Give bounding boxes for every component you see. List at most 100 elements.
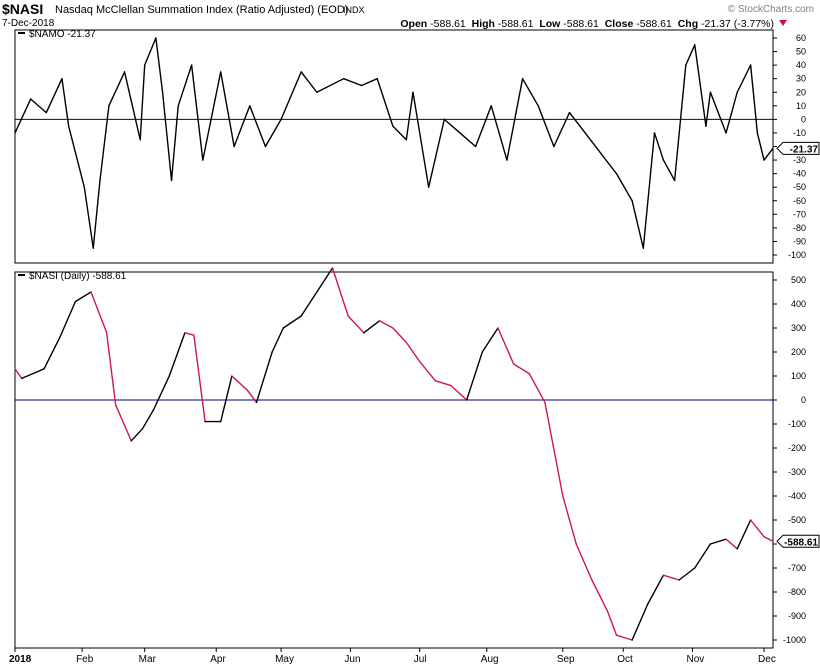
namo-panel-series-segment — [92, 179, 101, 249]
namo-panel-series-segment — [631, 200, 645, 249]
namo-panel-series-segment — [756, 132, 765, 161]
nasi-panel-series-segment — [271, 327, 285, 353]
nasi-panel-series-segment — [631, 603, 649, 641]
nasi-panel-series-segment — [255, 351, 273, 404]
nasi-panel-ytick-label: -400 — [788, 491, 806, 501]
nasi-panel-series-segment — [725, 538, 738, 550]
namo-panel-series-segment — [161, 91, 173, 182]
open-label: Open — [400, 18, 428, 30]
nasi-panel-ytick-label: 300 — [791, 323, 806, 333]
namo-panel-ytick-label: -70 — [793, 209, 806, 219]
nasi-panel-ytick-label: -200 — [788, 443, 806, 453]
namo-panel-series-segment — [763, 147, 774, 161]
namo-panel-series-segment — [61, 77, 70, 127]
low-label: Low — [539, 18, 561, 30]
nasi-panel-series-segment — [763, 536, 774, 542]
nasi-panel-series-segment — [246, 389, 258, 404]
nasi-panel-series-segment — [647, 574, 665, 605]
namo-panel-series-segment — [342, 77, 363, 87]
namo-panel-ytick-label: 30 — [796, 74, 806, 84]
nasi-panel-series-segment — [575, 543, 593, 581]
namo-panel-series-segment — [233, 105, 251, 148]
nasi-panel-ytick-label: 400 — [791, 299, 806, 309]
x-tick-label: Aug — [481, 654, 499, 665]
namo-panel-series-segment — [642, 132, 656, 249]
nasi-panel-series-segment — [220, 375, 233, 423]
nasi-panel-series-segment — [662, 574, 680, 581]
namo-panel-series-segment — [537, 105, 555, 148]
namo-panel-ytick-label: -80 — [793, 223, 806, 233]
namo-panel-series-segment — [280, 71, 302, 121]
namo-panel-series-segment — [427, 118, 446, 188]
namo-panel-series-segment — [506, 77, 524, 161]
nasi-panel-frame — [14, 271, 774, 649]
low-value: -588.61 — [563, 18, 599, 30]
namo-panel-series-segment — [653, 132, 665, 161]
x-tick-label: Apr — [210, 654, 226, 665]
namo-panel-ytick-label: -40 — [793, 169, 806, 179]
nasi-panel-series-segment — [378, 320, 394, 329]
x-tick-label: Mar — [139, 654, 157, 665]
namo-panel-series-segment — [360, 77, 378, 87]
nasi-panel-series-segment — [419, 360, 437, 382]
nasi-panel-ytick-label: 100 — [791, 371, 806, 381]
namo-panel-series-segment — [709, 91, 727, 134]
nasi-panel-series-segment — [736, 519, 752, 550]
namo-panel-ytick-label: -60 — [793, 196, 806, 206]
nasi-panel-series-segment — [615, 634, 633, 641]
nasi-panel-series-segment — [434, 380, 452, 387]
namo-panel-series-segment — [568, 111, 586, 134]
namo-panel-series-segment — [662, 159, 676, 182]
nasi-panel-series-segment — [282, 315, 302, 329]
namo-panel-series-segment — [170, 105, 179, 182]
namo-panel-series-segment — [45, 77, 63, 114]
namo-panel-ytick-label: -50 — [793, 182, 806, 192]
namo-panel-series-segment — [143, 37, 157, 66]
x-tick-label: 2018 — [9, 654, 32, 665]
nasi-panel-series-segment — [591, 579, 609, 612]
nasi-panel-series-segment — [562, 495, 577, 545]
namo-panel-series-segment — [264, 118, 282, 148]
namo-panel-series-segment — [376, 77, 394, 127]
nasi-panel-series-segment — [152, 375, 170, 411]
nasi-panel-ytick-label: -100 — [788, 419, 806, 429]
namo-panel-series-segment — [749, 64, 759, 134]
namo-panel-series-segment — [249, 105, 267, 148]
namo-panel-series-segment — [553, 111, 571, 148]
namo-panel-series-segment — [190, 64, 204, 161]
nasi-panel-series-segment — [168, 332, 186, 377]
nasi-panel-series-segment — [43, 336, 61, 370]
namo-panel-ytick-label: 10 — [796, 101, 806, 111]
quote-date: 7-Dec-2018 — [2, 18, 55, 29]
namo-panel-series-segment — [316, 77, 345, 93]
nasi-panel-series-segment — [694, 543, 712, 569]
high-value: -588.61 — [497, 18, 534, 30]
nasi-panel-ytick-label: 0 — [801, 395, 806, 405]
namo-panel-ytick-label: 50 — [796, 47, 806, 57]
nasi-panel-series-segment — [450, 384, 468, 401]
nasi-panel-last-value-label: -588.61 — [784, 537, 818, 548]
down-arrow-icon — [779, 20, 787, 26]
nasi-panel-series-segment — [512, 363, 530, 375]
nasi-panel-ytick-label: -800 — [788, 587, 806, 597]
open-value: -588.61 — [430, 18, 466, 30]
exchange-label: INDX — [343, 5, 365, 15]
nasi-panel-series-segment — [749, 519, 765, 538]
chg-label: Chg — [677, 18, 699, 30]
namo-panel-series-segment — [705, 91, 712, 127]
nasi-panel-series-segment — [606, 610, 618, 636]
namo-panel-ytick-label: 40 — [796, 60, 806, 70]
namo-panel-series-segment — [584, 132, 602, 154]
nasi-panel-series-segment — [14, 368, 23, 380]
x-tick-label: Feb — [76, 654, 94, 665]
nasi-panel-series-segment — [300, 291, 318, 317]
namo-panel-series-segment — [83, 186, 94, 249]
brand-label: © StockCharts.com — [727, 4, 814, 15]
namo-panel-series-segment — [685, 44, 696, 66]
nasi-panel-series-segment — [481, 327, 499, 353]
x-tick-label: Jul — [414, 654, 427, 665]
nasi-panel-series-segment — [114, 404, 132, 442]
namo-panel-series-segment — [177, 64, 193, 107]
namo-panel-series-segment — [490, 105, 508, 161]
nasi-panel-series-segment — [331, 267, 349, 317]
